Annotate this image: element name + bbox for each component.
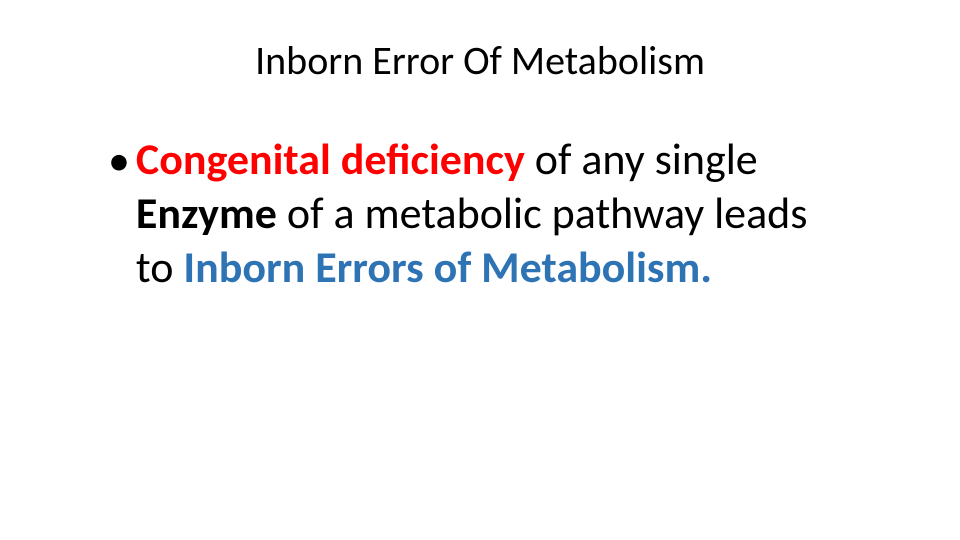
slide: Inborn Error Of Metabolism • Congenital …: [0, 0, 960, 540]
text-segment-of-any-single: of any single: [535, 132, 758, 186]
slide-body: • Congenital deficiency of any single En…: [108, 132, 840, 294]
bullet-item: • Congenital deficiency of any single En…: [108, 132, 840, 294]
bullet-text: Congenital deficiency of any single Enzy…: [136, 132, 840, 294]
text-segment-inborn-errors: Inborn Errors of Metabolism.: [183, 240, 712, 294]
text-segment-enzyme: Enzyme: [136, 186, 287, 240]
text-segment-congenital-deficiency: Congenital deficiency: [136, 132, 535, 186]
slide-title: Inborn Error Of Metabolism: [0, 36, 960, 85]
bullet-marker-icon: •: [108, 132, 130, 188]
